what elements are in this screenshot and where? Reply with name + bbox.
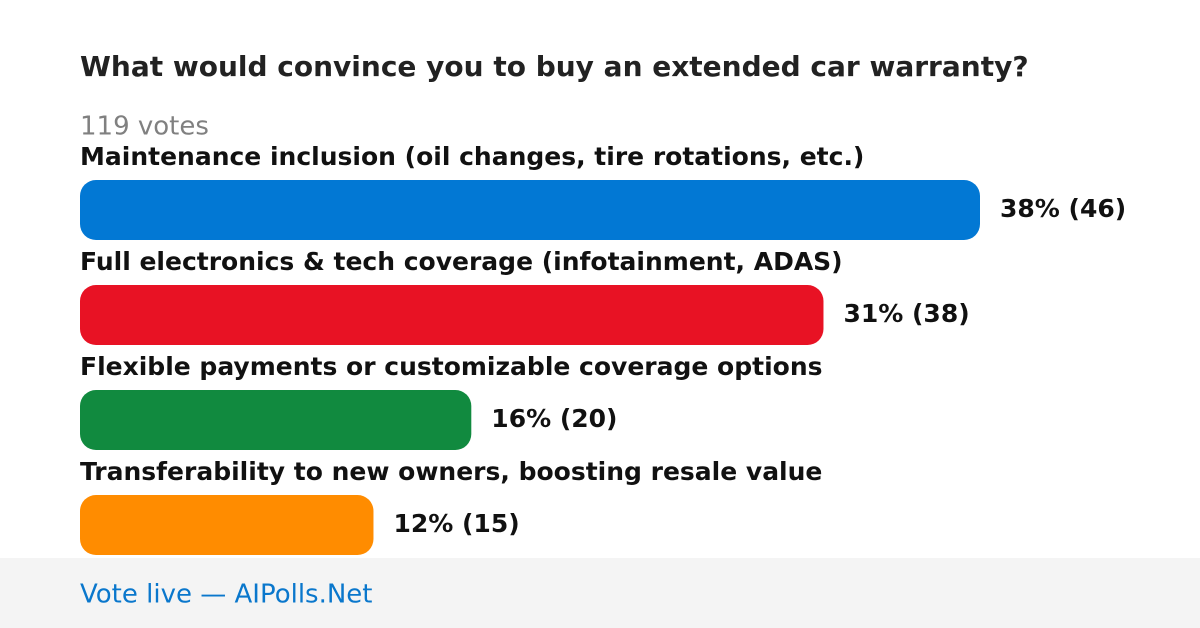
option-label: Flexible payments or customizable covera…: [80, 352, 823, 381]
value-label: 12% (15): [393, 509, 519, 538]
option-label: Full electronics & tech coverage (infota…: [80, 247, 843, 276]
vote-count: 119 votes: [80, 112, 209, 142]
bar: [80, 390, 472, 450]
bar: [80, 285, 824, 345]
bar: [80, 495, 374, 555]
value-label: 38% (46): [1000, 194, 1126, 223]
chart-title: What would convince you to buy an extend…: [80, 50, 1029, 83]
option-label: Maintenance inclusion (oil changes, tire…: [80, 142, 864, 171]
footer-link[interactable]: Vote live — AIPolls.Net: [80, 580, 373, 610]
value-label: 31% (38): [843, 299, 969, 328]
option-label: Transferability to new owners, boosting …: [80, 457, 822, 486]
value-label: 16% (20): [491, 404, 617, 433]
footer-bar: [0, 558, 1200, 628]
bar: [80, 180, 980, 240]
